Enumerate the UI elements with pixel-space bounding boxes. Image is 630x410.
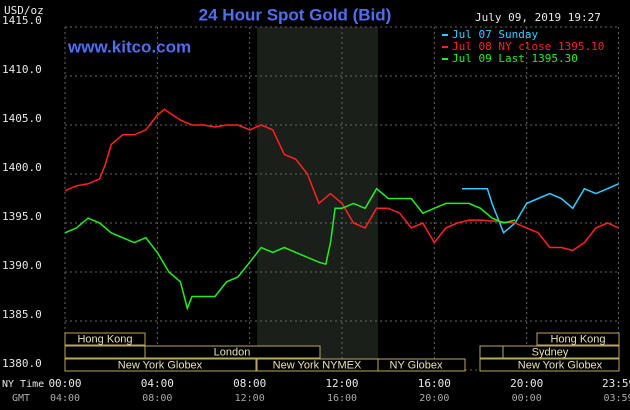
y-tick-label: 1395.0	[2, 210, 42, 223]
x2-tick-label: 00:00	[512, 393, 542, 404]
session-label: Sydney	[532, 346, 569, 358]
x2-tick-label: 03:59	[603, 393, 630, 404]
session-box	[64, 345, 146, 359]
x2-tick-label: 08:00	[142, 393, 172, 404]
price-line	[64, 108, 619, 252]
x-tick-label: 12:00	[325, 377, 358, 390]
x-tick-label: 16:00	[418, 377, 451, 390]
timestamp: July 09, 2019 19:27	[475, 11, 601, 24]
legend-entry: Jul 08 NY close 1395.10	[452, 40, 604, 53]
x-tick-label: 08:00	[233, 377, 266, 390]
y-tick-label: 1405.0	[2, 112, 42, 125]
y-axis-label: USD/oz	[4, 4, 44, 17]
session-box	[64, 332, 146, 346]
session-box	[144, 345, 321, 359]
y-tick-label: 1380.0	[2, 357, 42, 370]
session-box	[502, 345, 620, 359]
x2-tick-label: 04:00	[50, 393, 80, 404]
x2-tick-label: 20:00	[419, 393, 449, 404]
y-tick-label: 1400.0	[2, 161, 42, 174]
x-tick-label: 23:59	[602, 377, 630, 390]
site-url: www.kitco.com	[67, 37, 191, 56]
session-box	[479, 345, 504, 359]
x2-tick-label: 16:00	[327, 393, 357, 404]
price-line	[64, 187, 516, 311]
session-label: New York NYMEX	[273, 359, 362, 371]
sessions: Hong Kong London New York Globex New Yor…	[64, 332, 620, 372]
y-tick-label: 1385.0	[2, 308, 42, 321]
x2-tick-label: 12:00	[235, 393, 265, 404]
x-tick-label: 00:00	[48, 377, 81, 390]
chart-title: 24 Hour Spot Gold (Bid)	[199, 5, 392, 24]
x-tick-label: 04:00	[141, 377, 174, 390]
session-box	[536, 332, 620, 346]
y-tick-label: 1410.0	[2, 63, 42, 76]
session-label: New York Globex	[118, 359, 203, 371]
x-axis-label: NY Time	[2, 379, 44, 390]
session-box	[377, 358, 466, 372]
x2-axis-label: GMT	[12, 393, 30, 404]
session-label: NY Globex	[390, 359, 443, 371]
session-label: Hong Kong	[77, 333, 132, 345]
session-label: New York Globex	[518, 359, 603, 371]
session-box	[64, 358, 257, 372]
session-box	[479, 358, 620, 372]
y-tick-label: 1390.0	[2, 259, 42, 272]
x-tick-label: 20:00	[510, 377, 543, 390]
y-tick-label: 1415.0	[2, 14, 42, 27]
legend-entry: Jul 07 Sunday	[452, 28, 538, 41]
price-line	[462, 183, 619, 235]
session-label: London	[214, 346, 251, 358]
legend-entry: Jul 09 Last 1395.30	[452, 52, 578, 65]
session-label: Hong Kong	[550, 333, 605, 345]
